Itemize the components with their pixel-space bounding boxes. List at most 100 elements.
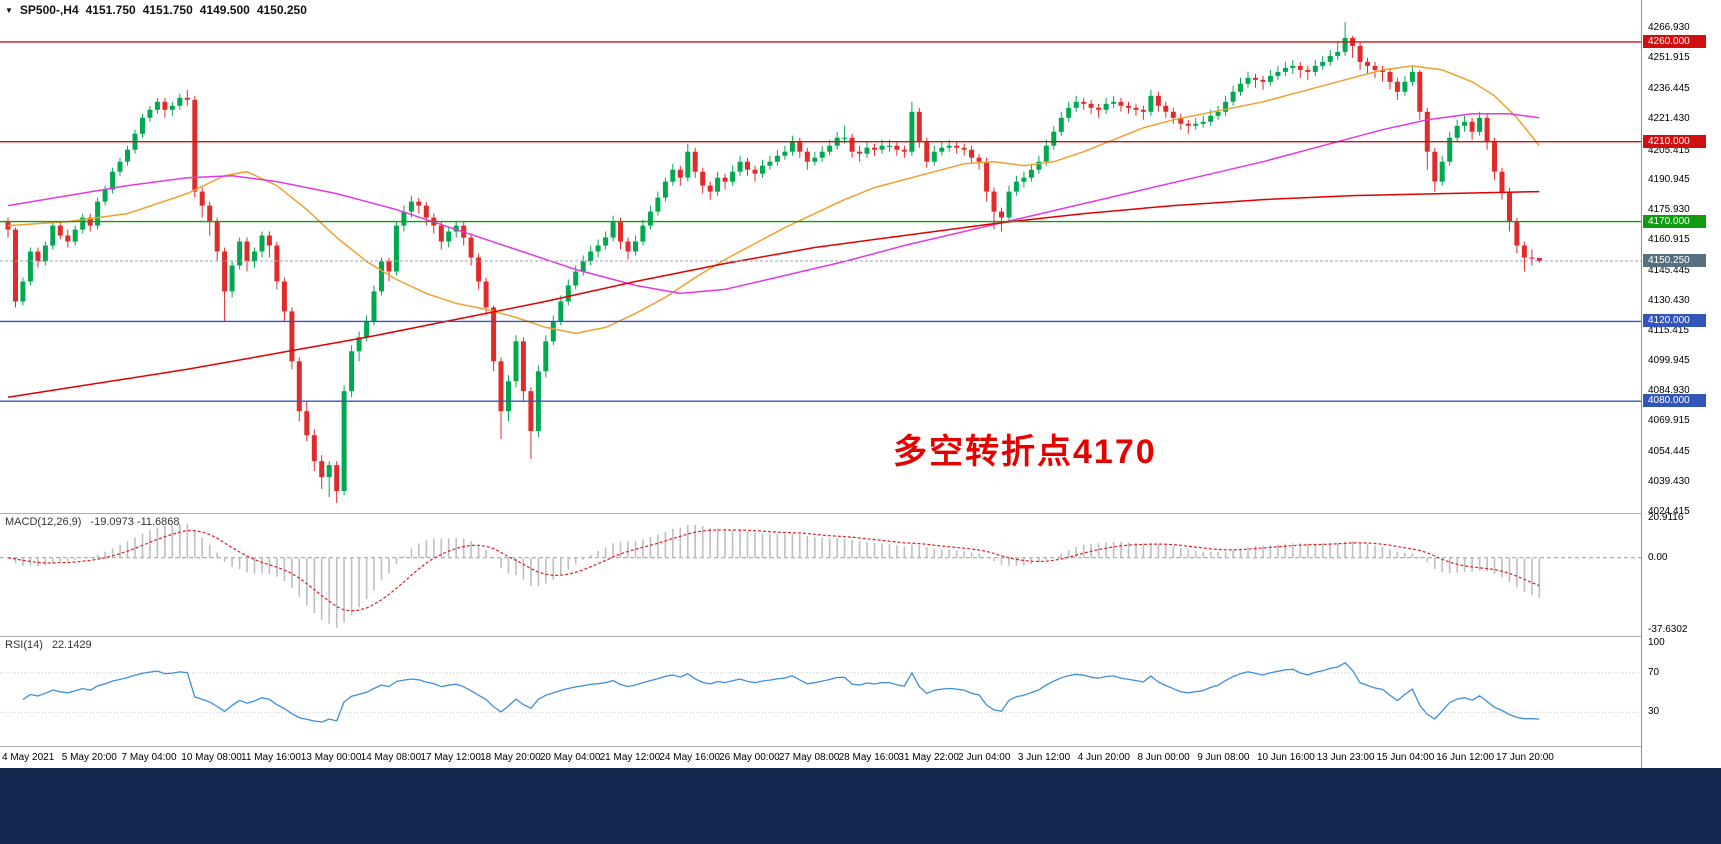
candle-body — [154, 101, 160, 110]
macd-bar — [1105, 542, 1107, 558]
price-axis[interactable]: 4266.930 4251.915 4236.445 4221.430 4205.415… — [1641, 0, 1721, 768]
panel-separator[interactable] — [0, 636, 1721, 637]
candle-body — [1140, 109, 1146, 112]
candle-body — [946, 145, 952, 148]
candle-body — [1260, 79, 1266, 82]
price-axis-label: 4024.415 — [1648, 506, 1690, 518]
macd-bar — [335, 557, 338, 628]
macd-bar — [22, 557, 24, 566]
candle-body — [289, 311, 295, 362]
candle-body — [1432, 151, 1438, 182]
macd-bar — [582, 557, 584, 560]
macd-bar — [1135, 542, 1137, 558]
macd-bar — [679, 527, 682, 558]
panel-separator[interactable] — [0, 513, 1721, 514]
macd-bar — [1247, 547, 1249, 558]
macd-bar — [888, 544, 891, 558]
macd-bar — [709, 527, 711, 558]
price-axis-label: 4115.415 — [1648, 324, 1689, 336]
macd-bar — [1232, 550, 1234, 558]
candle-body — [513, 341, 519, 382]
macd-bar — [418, 543, 420, 558]
candle-body — [1193, 123, 1199, 126]
candle-body — [140, 117, 145, 134]
candle-body — [857, 151, 863, 154]
macd-canvas[interactable] — [0, 514, 1641, 636]
macd-bar — [186, 523, 189, 558]
macd-bar — [746, 531, 749, 558]
macd-bar — [791, 533, 794, 558]
macd-axis-label: 20.9116 — [1648, 511, 1684, 523]
macd-bar — [769, 533, 771, 558]
macd-bar — [246, 557, 248, 573]
candle-body — [222, 251, 228, 292]
candle-body — [969, 149, 975, 158]
candle-body — [65, 235, 71, 242]
time-axis-label: 21 May 12:00 — [599, 752, 661, 763]
time-axis-label: 9 Jun 08:00 — [1197, 752, 1250, 763]
macd-bar — [619, 541, 622, 558]
candle-body — [595, 245, 601, 252]
macd-bar — [515, 557, 517, 575]
macd-bar — [1441, 557, 1443, 573]
candle-body — [1342, 37, 1348, 52]
candle-body — [423, 205, 429, 218]
candle-body — [991, 191, 997, 212]
candle-body — [745, 161, 750, 170]
price-badge-4170.000[interactable]: 4170.000 — [1643, 214, 1706, 228]
time-axis[interactable]: 4 May 2021 5 May 20:00 7 May 04:00 10 May 0… — [0, 747, 1641, 768]
time-axis-label: 16 Jun 12:00 — [1436, 752, 1495, 763]
macd-bar — [447, 538, 450, 558]
macd-bar — [918, 545, 921, 558]
macd-bar — [298, 557, 301, 597]
panel-separator — [0, 746, 1721, 747]
candle-body — [1477, 117, 1483, 132]
macd-bar — [978, 553, 980, 558]
macd-bar — [1307, 543, 1309, 558]
price-badge-4080.000[interactable]: 4080.000 — [1643, 394, 1706, 408]
price-chart-canvas[interactable] — [0, 0, 1641, 513]
macd-bar — [1381, 547, 1384, 558]
bottom-bar — [0, 768, 1721, 844]
candle-body — [1357, 45, 1363, 62]
candle-body — [1387, 71, 1393, 82]
candle-body — [446, 231, 452, 242]
macd-bar — [664, 531, 667, 558]
price-badge-4120.000[interactable]: 4120.000 — [1643, 314, 1706, 328]
macd-histogram — [7, 523, 1541, 628]
candle-body — [27, 251, 33, 282]
candle-body — [954, 145, 960, 148]
high-value: 4151.750 — [142, 3, 193, 17]
macd-bar — [993, 557, 995, 562]
candle-body — [102, 189, 108, 202]
macd-bar — [126, 541, 129, 558]
macd-bar — [1142, 543, 1145, 558]
macd-bar — [313, 557, 316, 614]
candle-body — [416, 201, 422, 206]
macd-bar — [500, 557, 502, 569]
candle-body — [625, 241, 631, 252]
macd-bar — [208, 544, 211, 558]
macd-bar — [171, 524, 174, 558]
candle-body — [379, 261, 384, 292]
candle-body — [1081, 101, 1087, 104]
candle-body — [1507, 191, 1512, 222]
candle-body — [1492, 141, 1497, 172]
macd-bar — [926, 547, 928, 558]
candle-body — [610, 221, 616, 238]
macd-bar — [1150, 543, 1152, 558]
candle-body — [1469, 121, 1475, 132]
candle-body — [506, 381, 511, 412]
candle-body — [1514, 221, 1520, 246]
time-axis-label: 4 May 2021 — [2, 752, 55, 763]
rsi-label: RSI(14) 22.1429 — [5, 639, 92, 651]
candle-body — [730, 171, 736, 182]
price-badge-4260.000[interactable]: 4260.000 — [1643, 34, 1706, 48]
candle-body — [670, 169, 676, 182]
rsi-canvas[interactable] — [0, 637, 1641, 746]
macd-bar — [1180, 548, 1182, 558]
candle-body — [984, 161, 990, 192]
price-badge-4210.000[interactable]: 4210.000 — [1643, 134, 1706, 148]
macd-bar — [1329, 543, 1331, 558]
